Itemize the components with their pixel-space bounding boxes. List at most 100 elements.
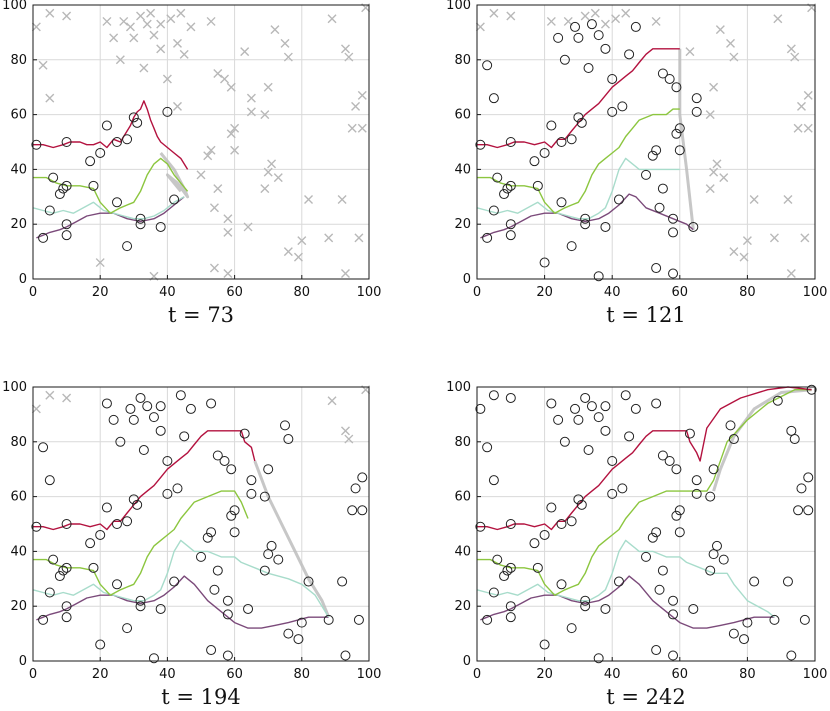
unvisited-marker: [209, 203, 219, 213]
visited-marker: [353, 614, 364, 625]
visited-marker: [95, 147, 106, 158]
visited-marker: [101, 398, 112, 409]
y-tick-label: 40: [10, 162, 27, 177]
visited-marker: [112, 519, 122, 529]
trajectory-gray: [159, 152, 190, 199]
visited-marker: [357, 505, 368, 516]
unvisited-marker: [304, 195, 314, 205]
visited-marker: [44, 205, 55, 216]
visited-marker: [108, 414, 119, 425]
visited-marker: [283, 628, 294, 639]
visited-marker: [122, 241, 133, 252]
visited-marker: [95, 529, 106, 540]
unvisited-marker: [119, 16, 129, 26]
unvisited-marker: [803, 123, 813, 133]
y-tick-label: 0: [19, 654, 27, 669]
visited-marker: [488, 390, 499, 401]
visited-marker: [58, 183, 69, 194]
y-tick-label: 20: [10, 217, 27, 232]
unvisited-marker: [769, 233, 779, 243]
unvisited-marker: [280, 38, 290, 48]
visited-marker: [613, 576, 624, 587]
visited-marker: [492, 172, 503, 183]
unvisited-marker: [62, 11, 72, 21]
visited-marker: [556, 579, 567, 590]
unvisited-marker: [230, 145, 240, 155]
unvisited-marker: [803, 90, 813, 100]
unvisited-marker: [709, 82, 719, 92]
panel-caption: t = 194: [161, 685, 240, 709]
visited-marker: [620, 390, 631, 401]
visited-marker: [202, 532, 213, 543]
unvisited-marker: [149, 30, 159, 40]
visited-marker: [31, 139, 42, 150]
unvisited-marker: [62, 393, 72, 403]
x-tick-label: 40: [159, 285, 176, 300]
visited-marker: [600, 425, 611, 436]
visited-marker: [668, 650, 679, 661]
visited-marker: [155, 401, 166, 412]
visited-marker: [600, 221, 611, 232]
unvisited-marker: [506, 11, 516, 21]
visited-marker: [593, 271, 604, 282]
panel-caption: t = 73: [168, 303, 234, 327]
trajectory-teal: [32, 539, 330, 618]
visited-marker: [499, 571, 510, 582]
visited-marker: [196, 551, 206, 562]
y-tick-label: 0: [463, 654, 471, 669]
visited-marker: [155, 221, 166, 232]
visited-marker: [580, 392, 591, 403]
unvisited-marker: [283, 247, 293, 257]
unvisited-marker: [337, 195, 347, 205]
unvisited-marker: [786, 269, 796, 279]
trajectory-green: [33, 490, 249, 596]
unvisited-marker: [267, 159, 277, 169]
panel-caption: t = 242: [606, 685, 685, 709]
unvisited-marker: [621, 8, 631, 18]
visited-marker: [502, 565, 513, 576]
visited-marker: [617, 483, 628, 494]
visited-marker: [539, 257, 550, 268]
visited-marker: [580, 213, 591, 224]
visited-marker: [488, 475, 499, 486]
unvisited-marker: [206, 145, 216, 155]
visited-marker: [505, 230, 516, 241]
visited-marker: [556, 197, 567, 208]
x-tick-label: 0: [29, 285, 37, 300]
visited-marker: [630, 403, 641, 414]
visited-marker: [556, 519, 567, 529]
unvisited-marker: [742, 236, 752, 246]
unvisited-marker: [546, 16, 556, 26]
visited-marker: [112, 197, 122, 208]
visited-marker: [674, 123, 685, 134]
visited-marker: [708, 464, 719, 475]
y-tick-label: 40: [454, 162, 471, 177]
visited-marker: [532, 180, 543, 191]
visited-marker: [668, 609, 679, 620]
unvisited-marker: [156, 19, 166, 29]
visited-marker: [654, 584, 665, 595]
visited-marker: [657, 450, 668, 461]
visited-marker: [705, 491, 716, 502]
visited-marker: [600, 603, 611, 614]
visited-marker: [112, 137, 122, 147]
y-tick-label: 100: [2, 0, 27, 13]
unvisited-marker: [783, 195, 793, 205]
visited-marker: [128, 494, 139, 505]
visited-marker: [38, 232, 49, 243]
chart-panel-3: 0 20 40 60 80 100 0 20 40 60 80 100 t = 194: [2, 380, 381, 709]
visited-marker: [651, 263, 662, 274]
visited-marker: [664, 455, 675, 466]
unvisited-marker: [172, 38, 182, 48]
visited-marker: [162, 488, 173, 499]
visited-marker: [546, 120, 557, 131]
unvisited-marker: [166, 14, 176, 24]
unvisited-marker: [109, 33, 119, 43]
visited-marker: [243, 603, 254, 614]
visited-marker: [229, 527, 240, 538]
x-tick-label: 40: [604, 285, 621, 300]
visited-marker: [85, 538, 96, 549]
visited-marker: [61, 519, 72, 529]
unvisited-marker: [162, 74, 172, 84]
unvisited-marker: [246, 93, 256, 103]
